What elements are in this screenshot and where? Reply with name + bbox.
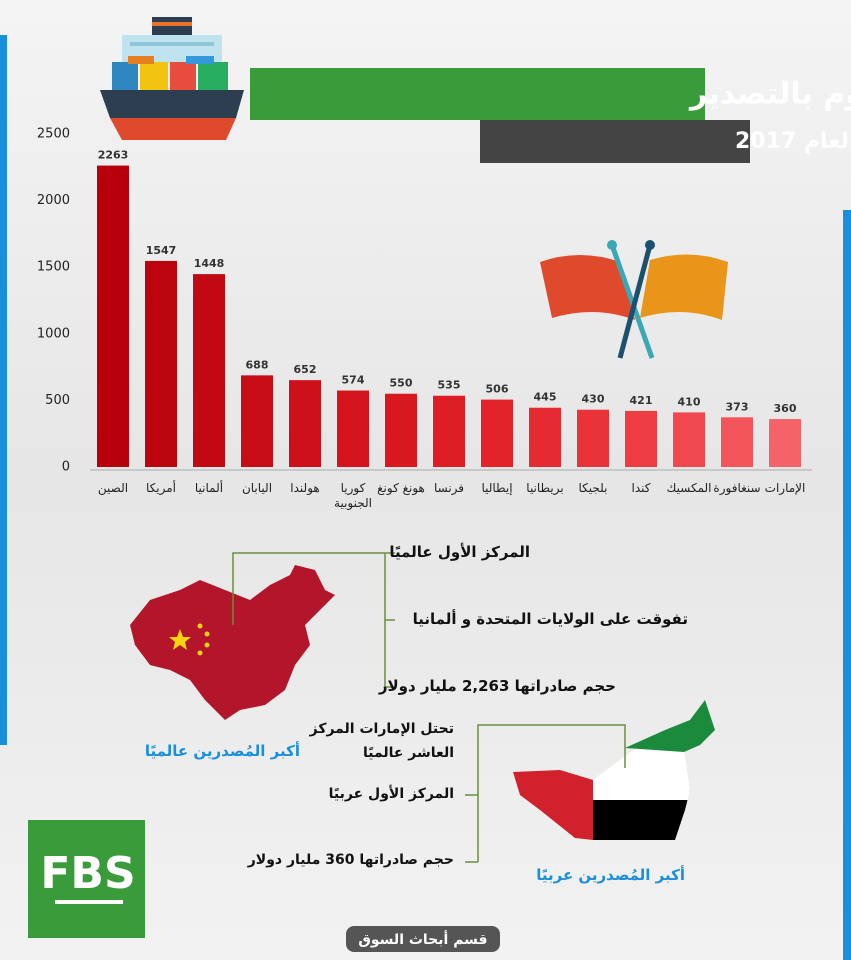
uae-point: تحتل الإمارات المركز العاشر عالميًا: [309, 721, 454, 761]
ship-icon: [100, 17, 244, 140]
x-tick-label cat: هولندا: [290, 481, 320, 495]
value-label: 445: [534, 391, 557, 404]
title-banner: [250, 68, 705, 120]
footer-badge: [346, 926, 500, 952]
bar: [193, 274, 225, 467]
value-label: 652: [294, 363, 317, 376]
x-tick-label cat: كندا: [631, 481, 651, 495]
uae-point: حجم صادراتها 360 مليار دولار: [247, 852, 454, 868]
logo: FBS: [40, 848, 135, 899]
x-tick-label cat: بريطانيا: [526, 481, 564, 495]
logo-underline: [55, 900, 123, 904]
china-caption: أكبر المُصدرين عالميًا: [144, 742, 300, 760]
value-label: 1448: [194, 257, 225, 270]
value-label: 550: [390, 377, 413, 390]
value-label: 2263: [98, 149, 129, 162]
value-label: 373: [726, 400, 749, 413]
value-label: 574: [342, 374, 365, 387]
bar: [433, 395, 465, 467]
y-tick-label: 2500: [37, 127, 70, 142]
x-tick-label cat: الصين: [97, 481, 129, 495]
china-point: المركز الأول عالميًا: [389, 543, 530, 561]
value-label: 410: [678, 395, 701, 408]
bar: [625, 410, 657, 467]
flags-icon: [540, 240, 728, 359]
edge-bar: [843, 210, 851, 960]
bar: [769, 419, 801, 467]
uae-caption: أكبر المُصدرين عربيًا: [536, 866, 685, 884]
y-tick-label: 1500: [37, 260, 70, 275]
uae-point: المركز الأول عربيًا: [328, 786, 454, 802]
bar: [577, 409, 609, 467]
bar: [241, 375, 273, 467]
x-tick-label cat: فرنسا: [433, 481, 465, 495]
x-tick-label cat: هونغ كونغ: [377, 481, 425, 495]
edge-bar: [0, 35, 7, 745]
y-tick-label: 0: [62, 460, 70, 475]
y-tick-label: 1000: [37, 326, 70, 341]
china-point: حجم صادراتها 2,263 مليار دولار: [378, 677, 616, 695]
value-label: 688: [246, 358, 269, 371]
bar: [673, 412, 705, 467]
x-tick-label cat: الإمارات: [764, 481, 806, 495]
x-tick-label cat: ألمانيا: [194, 481, 224, 495]
x-tick-label cat: كوريا الجنوبية: [334, 481, 372, 510]
bar: [385, 393, 417, 467]
value-label: 535: [438, 379, 461, 392]
x-tick-label cat: سنغافورة: [713, 481, 761, 495]
x-tick-label cat: أمريكا: [145, 481, 176, 495]
bar: [145, 260, 177, 467]
value-label: 360: [774, 402, 797, 415]
value-label: 1547: [146, 244, 177, 257]
value-label: 430: [582, 393, 605, 406]
y-tick-label: 500: [45, 393, 70, 408]
value-label: 506: [486, 383, 509, 396]
chart-subtitle: حول العالم لعام 2017: [735, 129, 851, 154]
value-label: 421: [630, 394, 653, 407]
bar: [97, 165, 129, 467]
china-map: [130, 552, 395, 720]
logo-box: [28, 820, 145, 938]
x-tick-label cat: بلجيكا: [578, 481, 608, 495]
footer: قسم أبحاث السوق: [358, 930, 487, 948]
x-tick-label cat: المكسيك: [666, 481, 712, 495]
x-tick-label cat: اليابان: [241, 481, 273, 495]
uae-map: [465, 700, 715, 863]
bar: [289, 380, 321, 467]
x-tick-label cat: إيطاليا: [481, 481, 513, 495]
china-point: تفوقت على الولايات المتحدة و ألمانيا: [412, 610, 688, 628]
bar: [337, 390, 369, 467]
bar: [529, 407, 561, 467]
subtitle-banner: [480, 120, 750, 163]
bar: [721, 417, 753, 467]
y-tick-label: 2000: [37, 193, 70, 208]
bar: [481, 399, 513, 467]
chart-title: أكبر الدول التي تقوم بالتصدير: [688, 74, 851, 112]
